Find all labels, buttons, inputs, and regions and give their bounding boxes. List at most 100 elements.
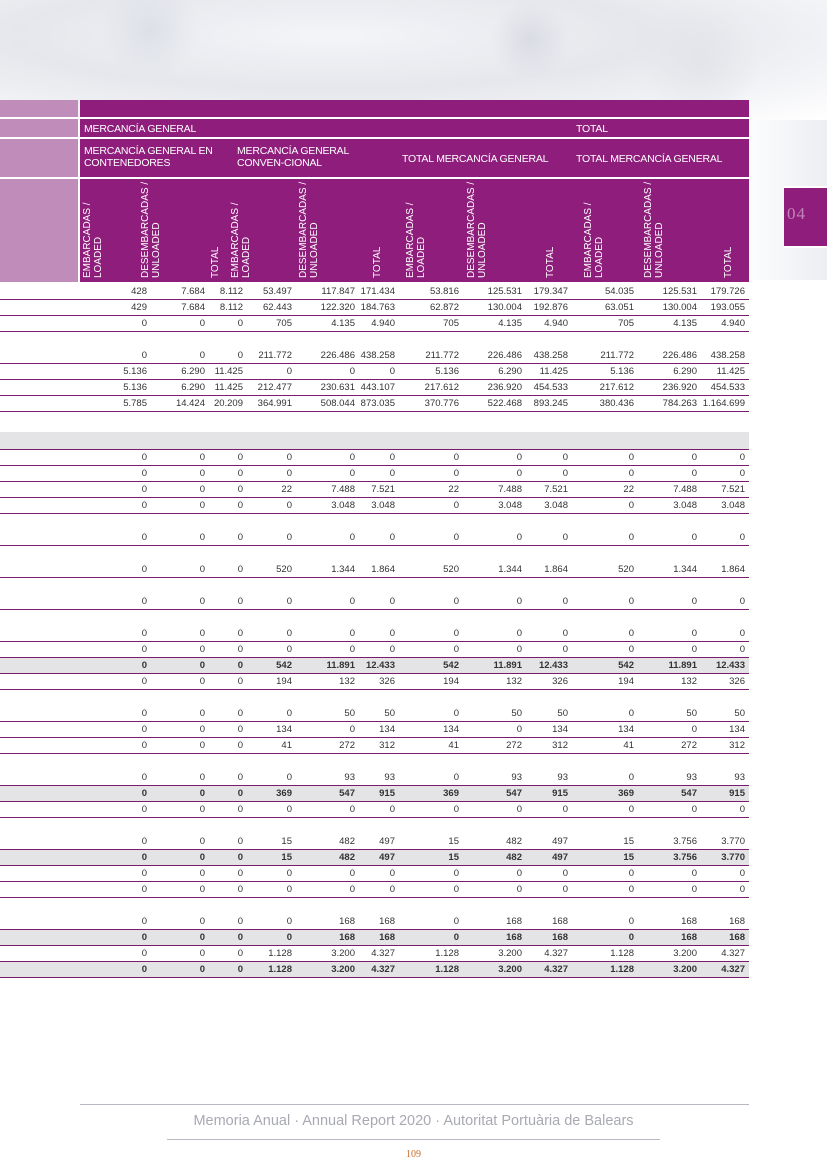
table-cell: 0 (141, 884, 147, 895)
table-cell: 438.258 (533, 350, 568, 361)
header-subcolumn-unloaded: DESEMBARCADAS / UNLOADED (298, 181, 320, 278)
table-cell: 3.200 (673, 964, 697, 975)
table-cell: 6.290 (673, 366, 697, 377)
table-cell: 134 (552, 724, 568, 735)
table-cell: 915 (729, 788, 745, 799)
table-cell: 0 (628, 596, 634, 607)
table-cell: 0 (199, 740, 205, 751)
table-cell: 50 (686, 708, 697, 719)
table-cell: 0 (286, 916, 292, 927)
table-cell: 0 (237, 676, 243, 687)
table-cell: 212.477 (257, 382, 292, 393)
table-row: 0 0 0 0 0 0 0 0 0 0 0 0 (0, 866, 749, 882)
table-cell: 0 (141, 932, 147, 943)
table-row: 0 0 0 0 0 0 0 0 0 0 0 0 (0, 610, 749, 642)
table-cell: 0 (237, 948, 243, 959)
table-cell: 63.051 (604, 302, 634, 313)
table-cell: 53.816 (429, 286, 459, 297)
table-cell: 50 (384, 708, 395, 719)
table-cell: 93 (384, 772, 395, 783)
table-cell: 915 (552, 788, 568, 799)
table-cell: 0 (453, 628, 459, 639)
table-cell: 0 (199, 676, 205, 687)
table-cell: 0 (199, 564, 205, 575)
table-cell: 168 (729, 916, 745, 927)
table-cell: 0 (628, 644, 634, 655)
header-group-general: MERCANCÍA GENERAL (84, 123, 197, 135)
data-table: 428 7.684 8.112 53.497 117.847 171.434 53.816 1… (0, 284, 749, 978)
header-main (80, 100, 749, 284)
table-cell: 168 (339, 916, 355, 927)
table-cell: 8.112 (219, 302, 243, 313)
table-cell: 0 (141, 948, 147, 959)
table-cell: 272 (681, 740, 697, 751)
table-cell: 22 (623, 484, 634, 495)
table-cell: 132 (681, 676, 697, 687)
table-cell: 5.136 (123, 366, 147, 377)
table-row: 0 0 0 194 132 326 194 132 326 194 132 326 (0, 674, 749, 690)
page-number: 109 (406, 1149, 421, 1160)
table-cell: 20.209 (213, 398, 243, 409)
table-cell: 192.876 (533, 302, 568, 313)
table-cell: 0 (237, 318, 243, 329)
table-cell: 0 (199, 804, 205, 815)
table-cell: 5.136 (610, 366, 634, 377)
table-cell: 3.200 (498, 964, 522, 975)
table-cell: 6.290 (181, 366, 205, 377)
table-cell: 893.245 (533, 398, 568, 409)
table-cell: 0 (389, 468, 395, 479)
table-cell: 0 (141, 484, 147, 495)
table-cell: 3.048 (721, 500, 745, 511)
table-cell: 0 (691, 804, 697, 815)
table-cell: 217.612 (424, 382, 459, 393)
table-cell: 364.991 (257, 398, 292, 409)
table-cell: 454.533 (710, 382, 745, 393)
table-cell: 522.468 (487, 398, 522, 409)
chapter-tab[interactable] (784, 186, 827, 248)
table-cell: 0 (628, 868, 634, 879)
table-cell: 0 (237, 452, 243, 463)
table-cell: 226.486 (320, 350, 355, 361)
table-cell: 0 (516, 452, 522, 463)
table-cell: 168 (339, 932, 355, 943)
table-row: 0 0 0 0 93 93 0 93 93 0 93 93 (0, 754, 749, 786)
table-cell: 0 (389, 532, 395, 543)
table-cell: 132 (339, 676, 355, 687)
table-cell: 0 (453, 932, 459, 943)
table-cell: 0 (349, 452, 355, 463)
header-subcolumn-total: TOTAL (723, 246, 734, 278)
table-row: 0 0 0 369 547 915 369 547 915 369 547 915 (0, 786, 749, 802)
table-cell: 705 (276, 318, 292, 329)
table-cell: 211.772 (258, 350, 292, 361)
table-cell: 0 (237, 804, 243, 815)
table-cell: 3.048 (331, 500, 355, 511)
table-cell: 62.443 (262, 302, 292, 313)
table-cell: 0 (739, 468, 745, 479)
table-cell: 0 (199, 916, 205, 927)
table-cell: 0 (141, 868, 147, 879)
table-cell: 0 (237, 628, 243, 639)
header-subcolumn-loaded: EMBARCADAS / LOADED (405, 202, 427, 278)
table-cell: 3.200 (498, 948, 522, 959)
table-cell: 3.048 (498, 500, 522, 511)
table-cell: 0 (141, 628, 147, 639)
table-cell: 0 (739, 452, 745, 463)
table-cell: 0 (286, 644, 292, 655)
table-cell: 0 (141, 596, 147, 607)
table-cell: 0 (237, 564, 243, 575)
table-row: 0 0 0 520 1.344 1.864 520 1.344 1.864 520 1.344 1.8… (0, 546, 749, 578)
table-cell: 497 (379, 852, 395, 863)
table-cell: 3.770 (721, 836, 745, 847)
table-cell: 132 (506, 676, 522, 687)
footer-title: Memoria Anual · Annual Report 2020 · Aut… (193, 1113, 634, 1129)
table-row: 0 0 0 15 482 497 15 482 497 15 3.756 3.770 (0, 818, 749, 850)
table-cell: 0 (141, 788, 147, 799)
table-cell: 0 (628, 628, 634, 639)
table-cell: 1.128 (435, 948, 459, 959)
table-cell: 0 (628, 532, 634, 543)
table-cell: 0 (237, 932, 243, 943)
table-row: 0 0 0 0 0 0 0 0 0 0 0 0 (0, 578, 749, 610)
table-cell: 41 (623, 740, 634, 751)
table-cell: 0 (141, 452, 147, 463)
table-cell: 0 (237, 596, 243, 607)
